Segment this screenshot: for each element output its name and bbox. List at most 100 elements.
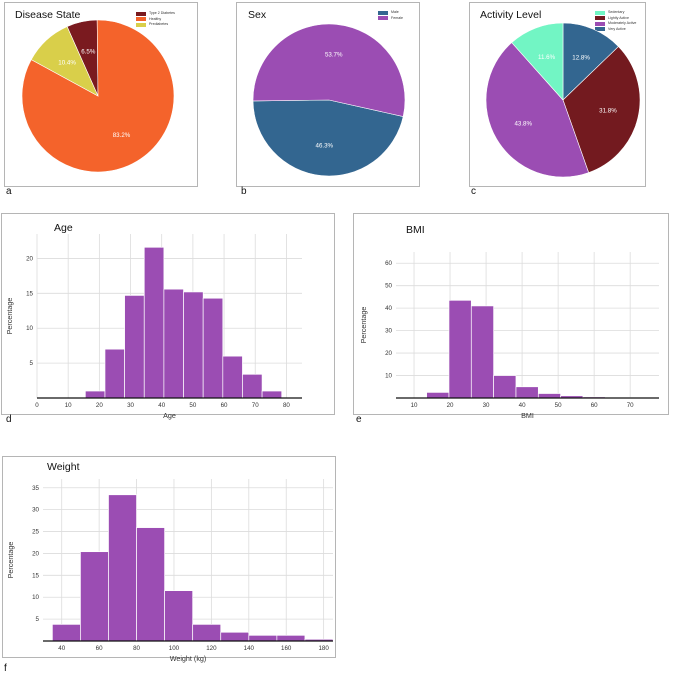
pie-slice-lightly-active <box>562 46 641 173</box>
panel-letter-c: c <box>471 186 476 197</box>
pie-slice-sedentary <box>511 22 564 101</box>
legend-label: Very Active <box>608 26 626 31</box>
histogram-bar <box>124 295 145 399</box>
activity-panel: Activity Level Sedentary Lightly Active … <box>469 2 646 187</box>
sex-legend: Male Female <box>378 10 403 21</box>
legend-swatch-moderately <box>595 21 605 26</box>
y-tick-label: 30 <box>385 328 392 335</box>
legend-swatch-very <box>595 27 605 32</box>
pie-slice-label: 10.4% <box>58 59 76 66</box>
weight-title: Weight <box>47 461 80 473</box>
activity-pie: 12.8% 31.8% 43.8% 11.6% <box>485 22 641 178</box>
pie-slice-label: 11.6% <box>538 54 556 61</box>
weight-histogram: 40 60 80 100 120 140 160 180 5 10 15 20 25 30 35 Weight… <box>6 479 334 663</box>
x-tick-label: 0 <box>35 402 39 409</box>
sex-pie: 46.3% 53.7% <box>252 23 406 177</box>
legend-swatch-sedentary <box>595 10 605 15</box>
x-tick-label: 60 <box>96 645 103 652</box>
y-tick-label: 20 <box>26 255 33 262</box>
histogram-bar <box>163 288 184 399</box>
x-tick-label: 10 <box>65 402 72 409</box>
histogram-bar <box>183 291 204 399</box>
panel-letter-e: e <box>356 414 362 425</box>
y-tick-label: 10 <box>32 594 39 601</box>
x-tick-label: 80 <box>283 402 290 409</box>
y-tick-label: 50 <box>385 283 392 290</box>
y-tick-label: 20 <box>385 350 392 357</box>
legend-label: Healthy <box>149 16 162 21</box>
legend-label: Female <box>391 15 403 20</box>
pie-slice-label: 46.3% <box>316 142 334 149</box>
histogram-bar <box>192 624 222 642</box>
histogram-bar <box>470 305 494 399</box>
x-tick-label: 40 <box>158 402 165 409</box>
legend-swatch-female <box>378 16 388 21</box>
x-tick-label: 70 <box>627 402 634 409</box>
x-tick-label: 120 <box>206 645 217 652</box>
histogram-bar <box>222 355 243 399</box>
pie-slice-male <box>252 99 404 177</box>
pie-slice-label: 31.8% <box>599 108 617 115</box>
pie-slice-label: 6.5% <box>81 48 96 55</box>
pie-slice-label: 43.8% <box>514 121 532 128</box>
bmi-panel: BMI 10 20 30 40 50 60 70 10 20 30 40 50 60 BMI Percent… <box>353 213 669 420</box>
x-tick-label: 80 <box>133 645 140 652</box>
legend-label: Sedentary <box>608 10 625 15</box>
x-tick-label: 180 <box>318 645 329 652</box>
y-tick-label: 10 <box>26 325 33 332</box>
bmi-histogram: 10 20 30 40 50 60 70 10 20 30 40 50 60 BMI Percentage <box>359 252 659 420</box>
pie-slice-healthy <box>21 19 175 173</box>
x-tick-label: 20 <box>96 402 103 409</box>
y-tick-label: 40 <box>385 305 392 312</box>
y-tick-label: 15 <box>26 290 33 297</box>
weight-panel: Weight 40 60 80 100 120 140 160 180 5 10 15 20 25 30 3… <box>2 456 336 663</box>
y-axis-label: Percentage <box>5 298 14 335</box>
histogram-bar <box>242 373 263 399</box>
histogram-bar <box>276 634 306 642</box>
histogram-bar <box>136 527 165 642</box>
y-tick-label: 5 <box>36 616 40 623</box>
x-tick-label: 50 <box>189 402 196 409</box>
histogram-bar <box>493 375 517 399</box>
histogram-bar <box>515 386 539 399</box>
panel-letter-a: a <box>6 186 12 197</box>
x-tick-label: 100 <box>169 645 180 652</box>
pie-slice-prediabetes <box>30 26 99 97</box>
legend-label: Lightly Active <box>608 15 629 20</box>
histogram-bar <box>426 392 450 399</box>
x-tick-label: 60 <box>591 402 598 409</box>
y-tick-label: 35 <box>32 485 39 492</box>
legend-swatch-t2d <box>136 11 146 16</box>
histogram-bar <box>248 634 278 642</box>
histogram-bar <box>52 624 81 642</box>
legend-swatch-male <box>378 10 388 15</box>
x-axis-label: BMI <box>521 411 534 420</box>
age-panel: Age 0 10 20 30 40 50 60 70 80 5 10 15 20 Age Percentag… <box>1 213 335 420</box>
legend-label: Male <box>391 10 399 15</box>
activity-title: Activity Level <box>480 9 542 21</box>
histogram-bar <box>537 393 561 399</box>
age-title: Age <box>54 222 73 234</box>
legend-label: Moderately Active <box>608 21 637 26</box>
x-tick-label: 40 <box>519 402 526 409</box>
legend-swatch-prediabetes <box>136 22 146 27</box>
legend-label: Type 2 Diabetes <box>149 11 175 16</box>
y-tick-label: 15 <box>32 572 39 579</box>
legend-label: Prediabetes <box>149 22 169 27</box>
y-axis-label: Percentage <box>359 307 368 344</box>
sex-title: Sex <box>248 9 267 21</box>
histogram-bar <box>164 590 194 642</box>
bmi-title: BMI <box>406 224 425 236</box>
histogram-bar <box>104 348 125 399</box>
x-axis-label: Weight (kg) <box>170 654 207 663</box>
x-tick-label: 70 <box>252 402 259 409</box>
pie-slice-very-active <box>562 22 619 101</box>
x-tick-label: 10 <box>411 402 418 409</box>
x-tick-label: 30 <box>483 402 490 409</box>
activity-legend: Sedentary Lightly Active Moderately Acti… <box>595 10 636 32</box>
x-tick-label: 60 <box>221 402 228 409</box>
y-tick-label: 10 <box>385 373 392 380</box>
y-tick-label: 30 <box>32 507 39 514</box>
y-tick-label: 25 <box>32 529 39 536</box>
histogram-bar <box>220 631 250 642</box>
